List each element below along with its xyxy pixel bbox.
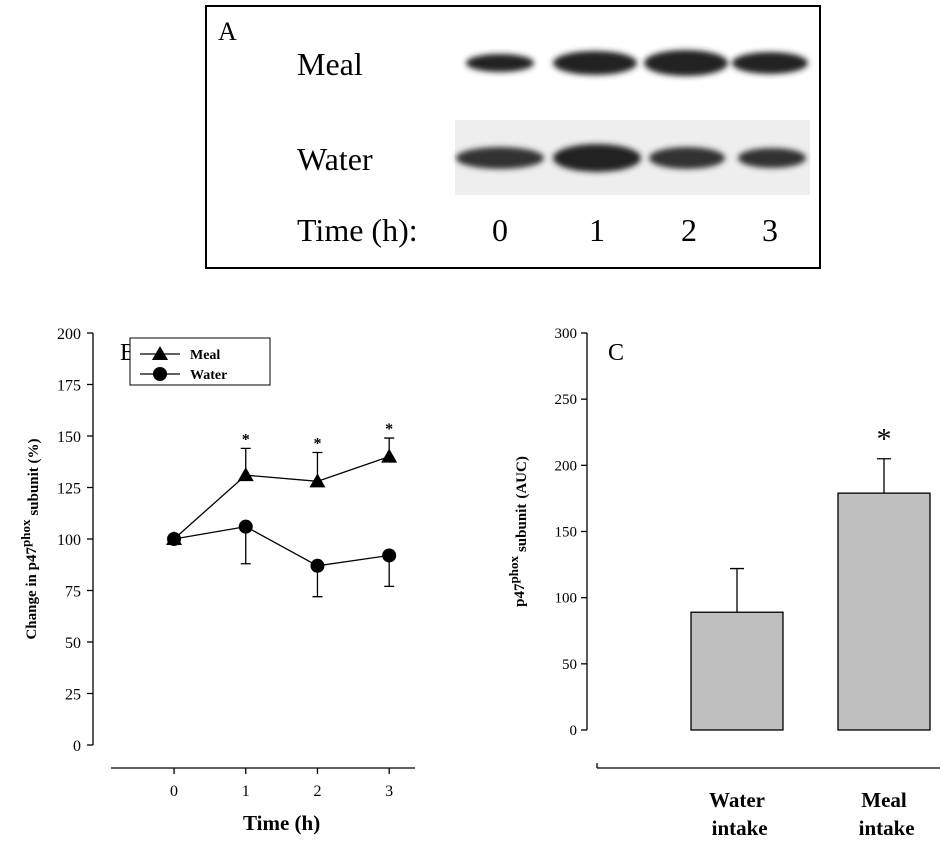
annotation: *: [385, 421, 393, 438]
x-tick-label: Meal intake: [853, 788, 914, 840]
y-tick-label: 100: [555, 591, 578, 607]
y-tick-label: 25: [65, 687, 81, 704]
y-axis-label-part: phox: [506, 556, 521, 584]
series-line: [174, 527, 389, 566]
bar: [838, 493, 930, 730]
error-bar: [877, 459, 891, 493]
marker: [381, 449, 397, 463]
time-label: Time (h):: [297, 212, 418, 248]
legend-marker: [153, 367, 167, 381]
y-tick-label: 100: [57, 532, 81, 549]
y-axis-label: p47phox subunit (AUC): [506, 456, 530, 607]
x-tick-label: 3: [385, 783, 393, 800]
lane-label: 1: [589, 212, 605, 248]
y-axis-label-part: phox: [18, 519, 33, 547]
marker: [167, 532, 181, 546]
panel-label: C: [608, 340, 624, 366]
panel-label: A: [218, 17, 237, 46]
lane-label: 0: [492, 212, 508, 248]
y-tick-label: 0: [570, 723, 578, 739]
y-tick-label: 175: [57, 378, 81, 395]
y-axis-label-part: subunit (%): [26, 438, 42, 515]
y-tick-label: 300: [555, 326, 578, 342]
legend-label: Meal: [190, 348, 220, 363]
x-tick-label: 0: [170, 783, 178, 800]
annotation: *: [313, 435, 321, 452]
annotation: *: [877, 423, 892, 456]
x-tick-label: 2: [313, 783, 321, 800]
x-axis-label: Time (h): [243, 811, 320, 835]
y-tick-label: 200: [57, 326, 81, 343]
marker: [238, 467, 254, 481]
lane-label: 3: [762, 212, 778, 248]
x-tick-label: 1: [242, 783, 250, 800]
annotation: *: [242, 431, 250, 448]
marker: [310, 559, 324, 573]
y-tick-label: 0: [73, 738, 81, 755]
y-axis-label: Change in p47phox subunit (%): [18, 438, 42, 639]
series-line: [174, 457, 389, 539]
blot-row-label: Meal: [297, 46, 363, 82]
blot-row-label: Water: [297, 141, 373, 177]
y-axis-label-part: subunit: [514, 504, 530, 552]
legend-label: Water: [190, 368, 227, 383]
lane-label: 2: [681, 212, 697, 248]
y-tick-label: 75: [65, 584, 81, 601]
bar: [691, 612, 783, 730]
y-axis-label-part: p47: [512, 583, 528, 607]
marker: [382, 548, 396, 562]
x-tick-label: Water intake: [706, 788, 767, 840]
y-tick-label: 200: [555, 458, 578, 474]
y-tick-label: 50: [562, 657, 577, 673]
y-tick-label: 150: [555, 525, 578, 541]
error-bar: [730, 569, 744, 613]
marker: [239, 520, 253, 534]
figure: A Meal Water Time (h): 0 1 2 3 B02550751…: [0, 0, 940, 842]
y-tick-label: 150: [57, 429, 81, 446]
y-axis-label-part: (AUC): [514, 456, 530, 499]
y-tick-label: 50: [65, 635, 81, 652]
y-axis-label-part: Change in p47: [24, 547, 40, 640]
y-tick-label: 125: [57, 481, 81, 498]
y-tick-label: 250: [555, 392, 578, 408]
